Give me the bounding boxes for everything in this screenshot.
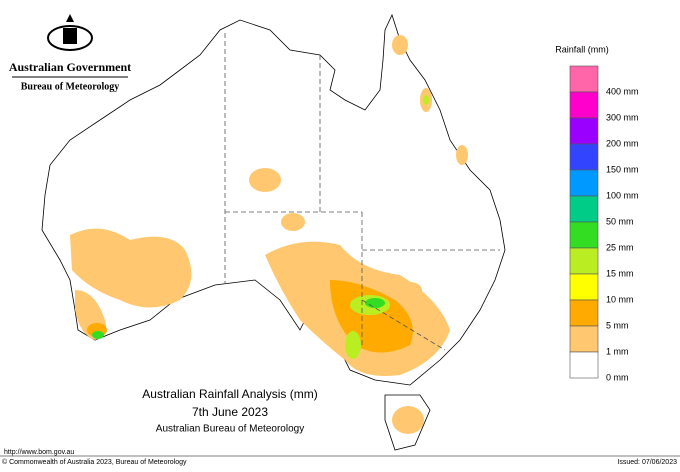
legend-swatch (569, 195, 599, 223)
legend-swatch (569, 247, 599, 275)
legend: 400 mm 300 mm 200 mm 150 mm 100 mm 50 mm 25 mm… (569, 65, 639, 382)
legend-title: Rainfall (mm) (555, 44, 609, 54)
legend-swatch (569, 351, 599, 379)
legend-label: 300 mm (606, 112, 639, 122)
footer-issued: Issued: 07/06/2023 (617, 459, 677, 466)
map-date: 7th June 2023 (192, 405, 268, 419)
crest (47, 14, 93, 51)
legend-swatch (569, 325, 599, 353)
map-source: Australian Bureau of Meteorology (156, 424, 304, 435)
legend-label: 400 mm (606, 86, 639, 96)
footer-copyright: © Commonwealth of Australia 2023, Bureau… (2, 458, 187, 466)
legend-label: 15 mm (606, 268, 634, 278)
map-title: Australian Rainfall Analysis (mm) (142, 387, 317, 401)
government-name: Australian Government (9, 60, 131, 74)
legend-swatch (569, 117, 599, 145)
rainfall-areas (70, 35, 468, 434)
legend-label: 10 mm (606, 294, 634, 304)
legend-swatch (569, 143, 599, 171)
legend-label: 200 mm (606, 138, 639, 148)
legend-label: 1 mm (606, 346, 629, 356)
legend-swatch (569, 169, 599, 197)
legend-label: 50 mm (606, 216, 634, 226)
footer-url: http://www.bom.gov.au (4, 449, 74, 456)
legend-label: 100 mm (606, 190, 639, 200)
legend-label: 5 mm (606, 320, 629, 330)
legend-label: 150 mm (606, 164, 639, 174)
legend-label: 0 mm (606, 372, 629, 382)
legend-swatch (569, 65, 599, 93)
state-borders (224, 33, 500, 351)
legend-swatch (569, 221, 599, 249)
legend-swatch (569, 299, 599, 327)
legend-swatch (569, 273, 599, 301)
agency-name: Bureau of Meteorology (21, 81, 120, 92)
legend-swatch (569, 91, 599, 119)
legend-label: 25 mm (606, 242, 634, 252)
